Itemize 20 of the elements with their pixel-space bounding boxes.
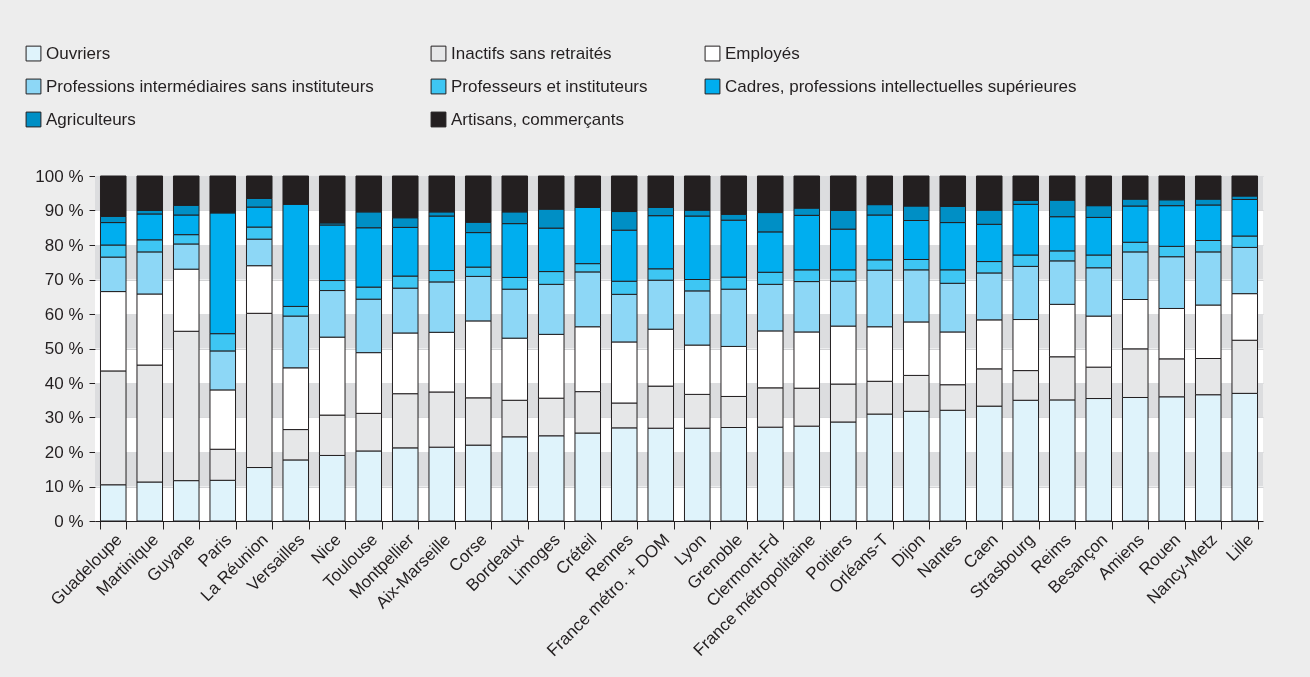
y-tick-label: 100 % [35,166,84,186]
y-tick-label: 70 % [44,270,84,289]
legend-label: Employés [725,43,800,63]
y-tick-label: 40 % [44,373,84,393]
legend-label: Cadres, professions intellectuelles supérieures [725,76,1077,96]
y-tick-label: 30 % [44,408,84,427]
legend-label: Ouvriers [46,43,111,63]
legend-label: Professions intermédiaires sans instituteurs [46,76,374,96]
legend-label: Inactifs sans retraités [451,43,612,63]
legend-label: Artisans, commerçants [451,109,624,129]
y-tick-label: 20 % [44,442,84,462]
legend-label: Professeurs et instituteurs [451,76,648,96]
y-tick-label: 50 % [44,339,84,358]
y-tick-label: 60 % [44,304,84,324]
y-tick-label: 80 % [44,235,84,255]
y-tick-label: 10 % [44,477,84,496]
x-tick-label: Lille [1222,530,1258,565]
y-tick-label: 0 % [54,511,84,531]
y-tick-label: 90 % [44,201,84,220]
legend-label: Agriculteurs [46,109,136,129]
